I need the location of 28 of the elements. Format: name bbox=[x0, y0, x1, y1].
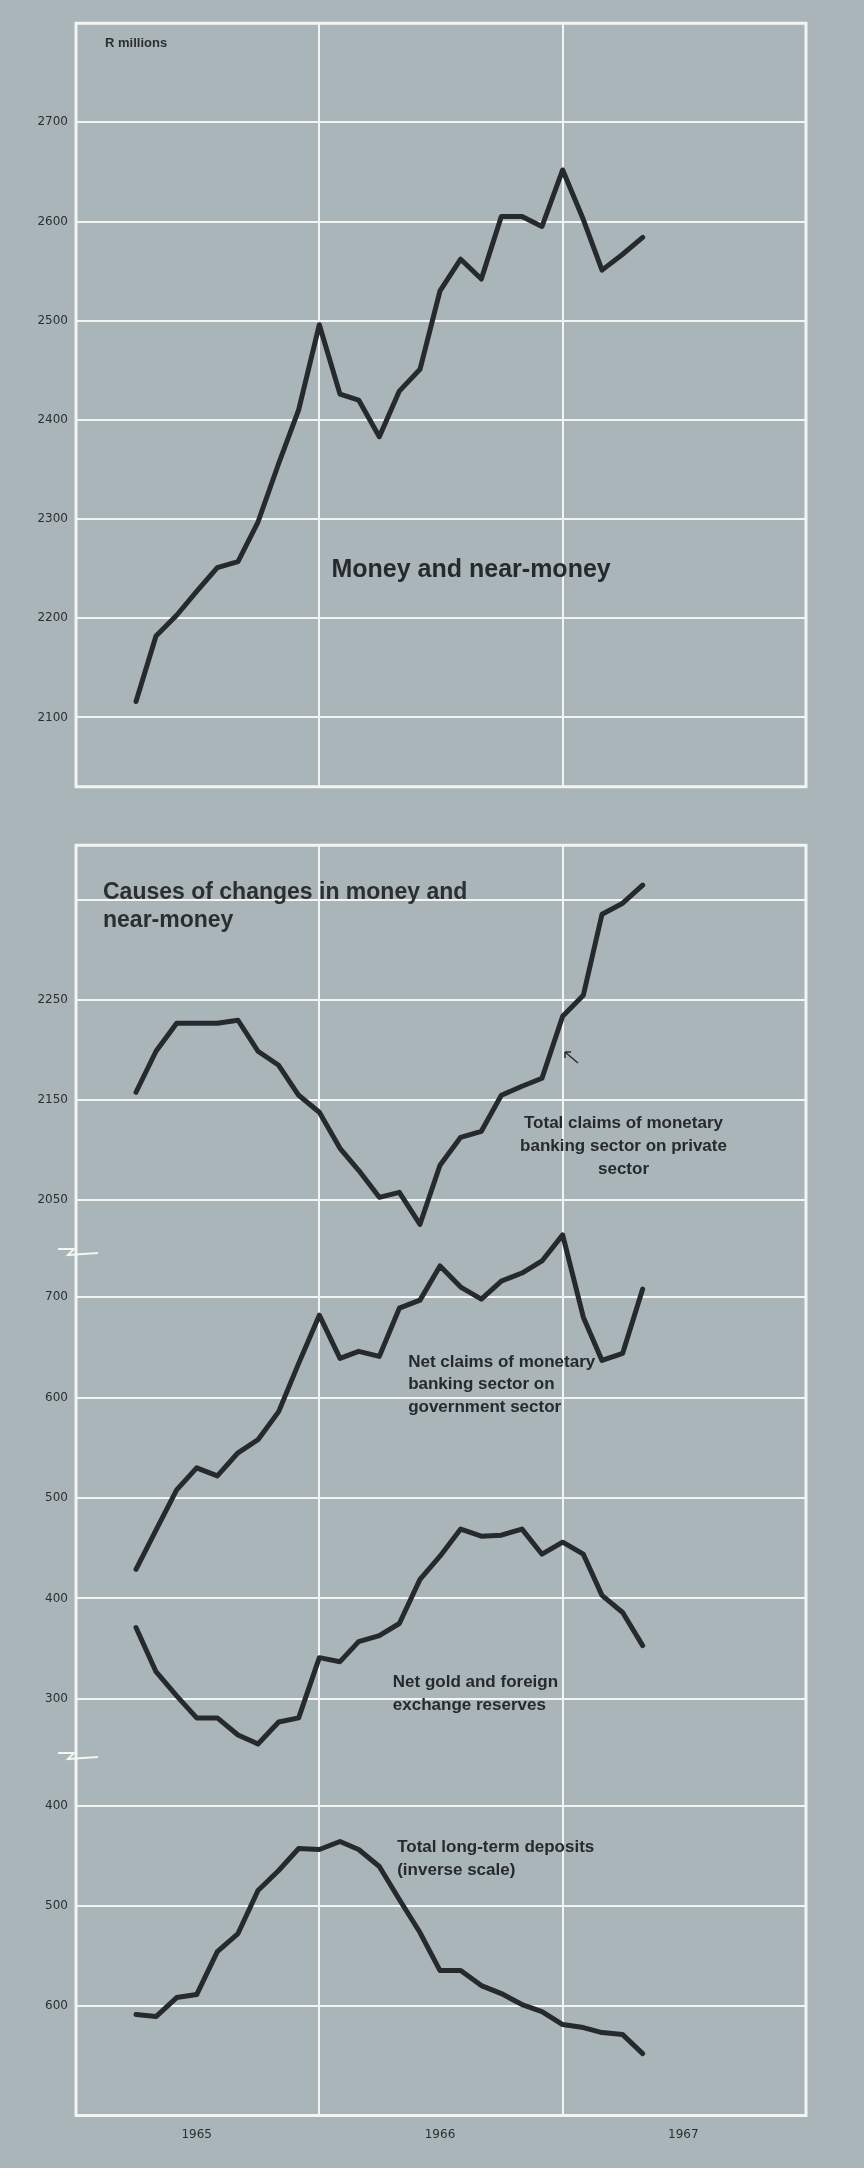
y-tick-label: 2250 bbox=[37, 992, 68, 1007]
y-tick-label: 2400 bbox=[37, 412, 68, 426]
y2-tick-label: 300 bbox=[45, 1690, 68, 1705]
y-tick-label: 2200 bbox=[37, 610, 68, 625]
series-label: Total claims of monetary banking sector on private sector bbox=[520, 1112, 727, 1178]
y-tick-label: 2500 bbox=[37, 312, 68, 327]
x-tick-label: 1967 bbox=[668, 2126, 699, 2141]
text: Net gold and foreign exchange reserves bbox=[392, 1671, 559, 1714]
x-tick-label: 1966 bbox=[424, 2126, 456, 2141]
y2-tick-label: 500 bbox=[45, 1490, 68, 1505]
text: Causes of changes in money and near-money bbox=[103, 877, 468, 933]
y3-tick-label: 500 bbox=[45, 1897, 68, 1912]
y-tick-label: 2150 bbox=[37, 1092, 68, 1107]
y-tick-label: 2050 bbox=[37, 1192, 68, 1207]
text: Money and near-money bbox=[331, 554, 611, 583]
x-tick-label: 1965 bbox=[181, 2126, 212, 2141]
y2-tick-label: 400 bbox=[45, 1590, 68, 1605]
series-label: Total long-term deposits (inverse scale) bbox=[397, 1836, 595, 1879]
y-tick-label: 2600 bbox=[37, 213, 68, 228]
y-tick-label: 2300 bbox=[37, 511, 68, 526]
y3-tick-label: 400 bbox=[45, 1797, 68, 1812]
y-tick-label: 2100 bbox=[37, 709, 68, 724]
y2-tick-label: 700 bbox=[45, 1289, 68, 1304]
y2-tick-label: 600 bbox=[45, 1389, 68, 1404]
y-tick-label: 2700 bbox=[37, 114, 68, 129]
y-axis-title: R millions bbox=[105, 35, 168, 51]
series-label: Net claims of monetary banking sector on government sector bbox=[408, 1351, 596, 1417]
y3-tick-label: 600 bbox=[45, 1997, 68, 2012]
